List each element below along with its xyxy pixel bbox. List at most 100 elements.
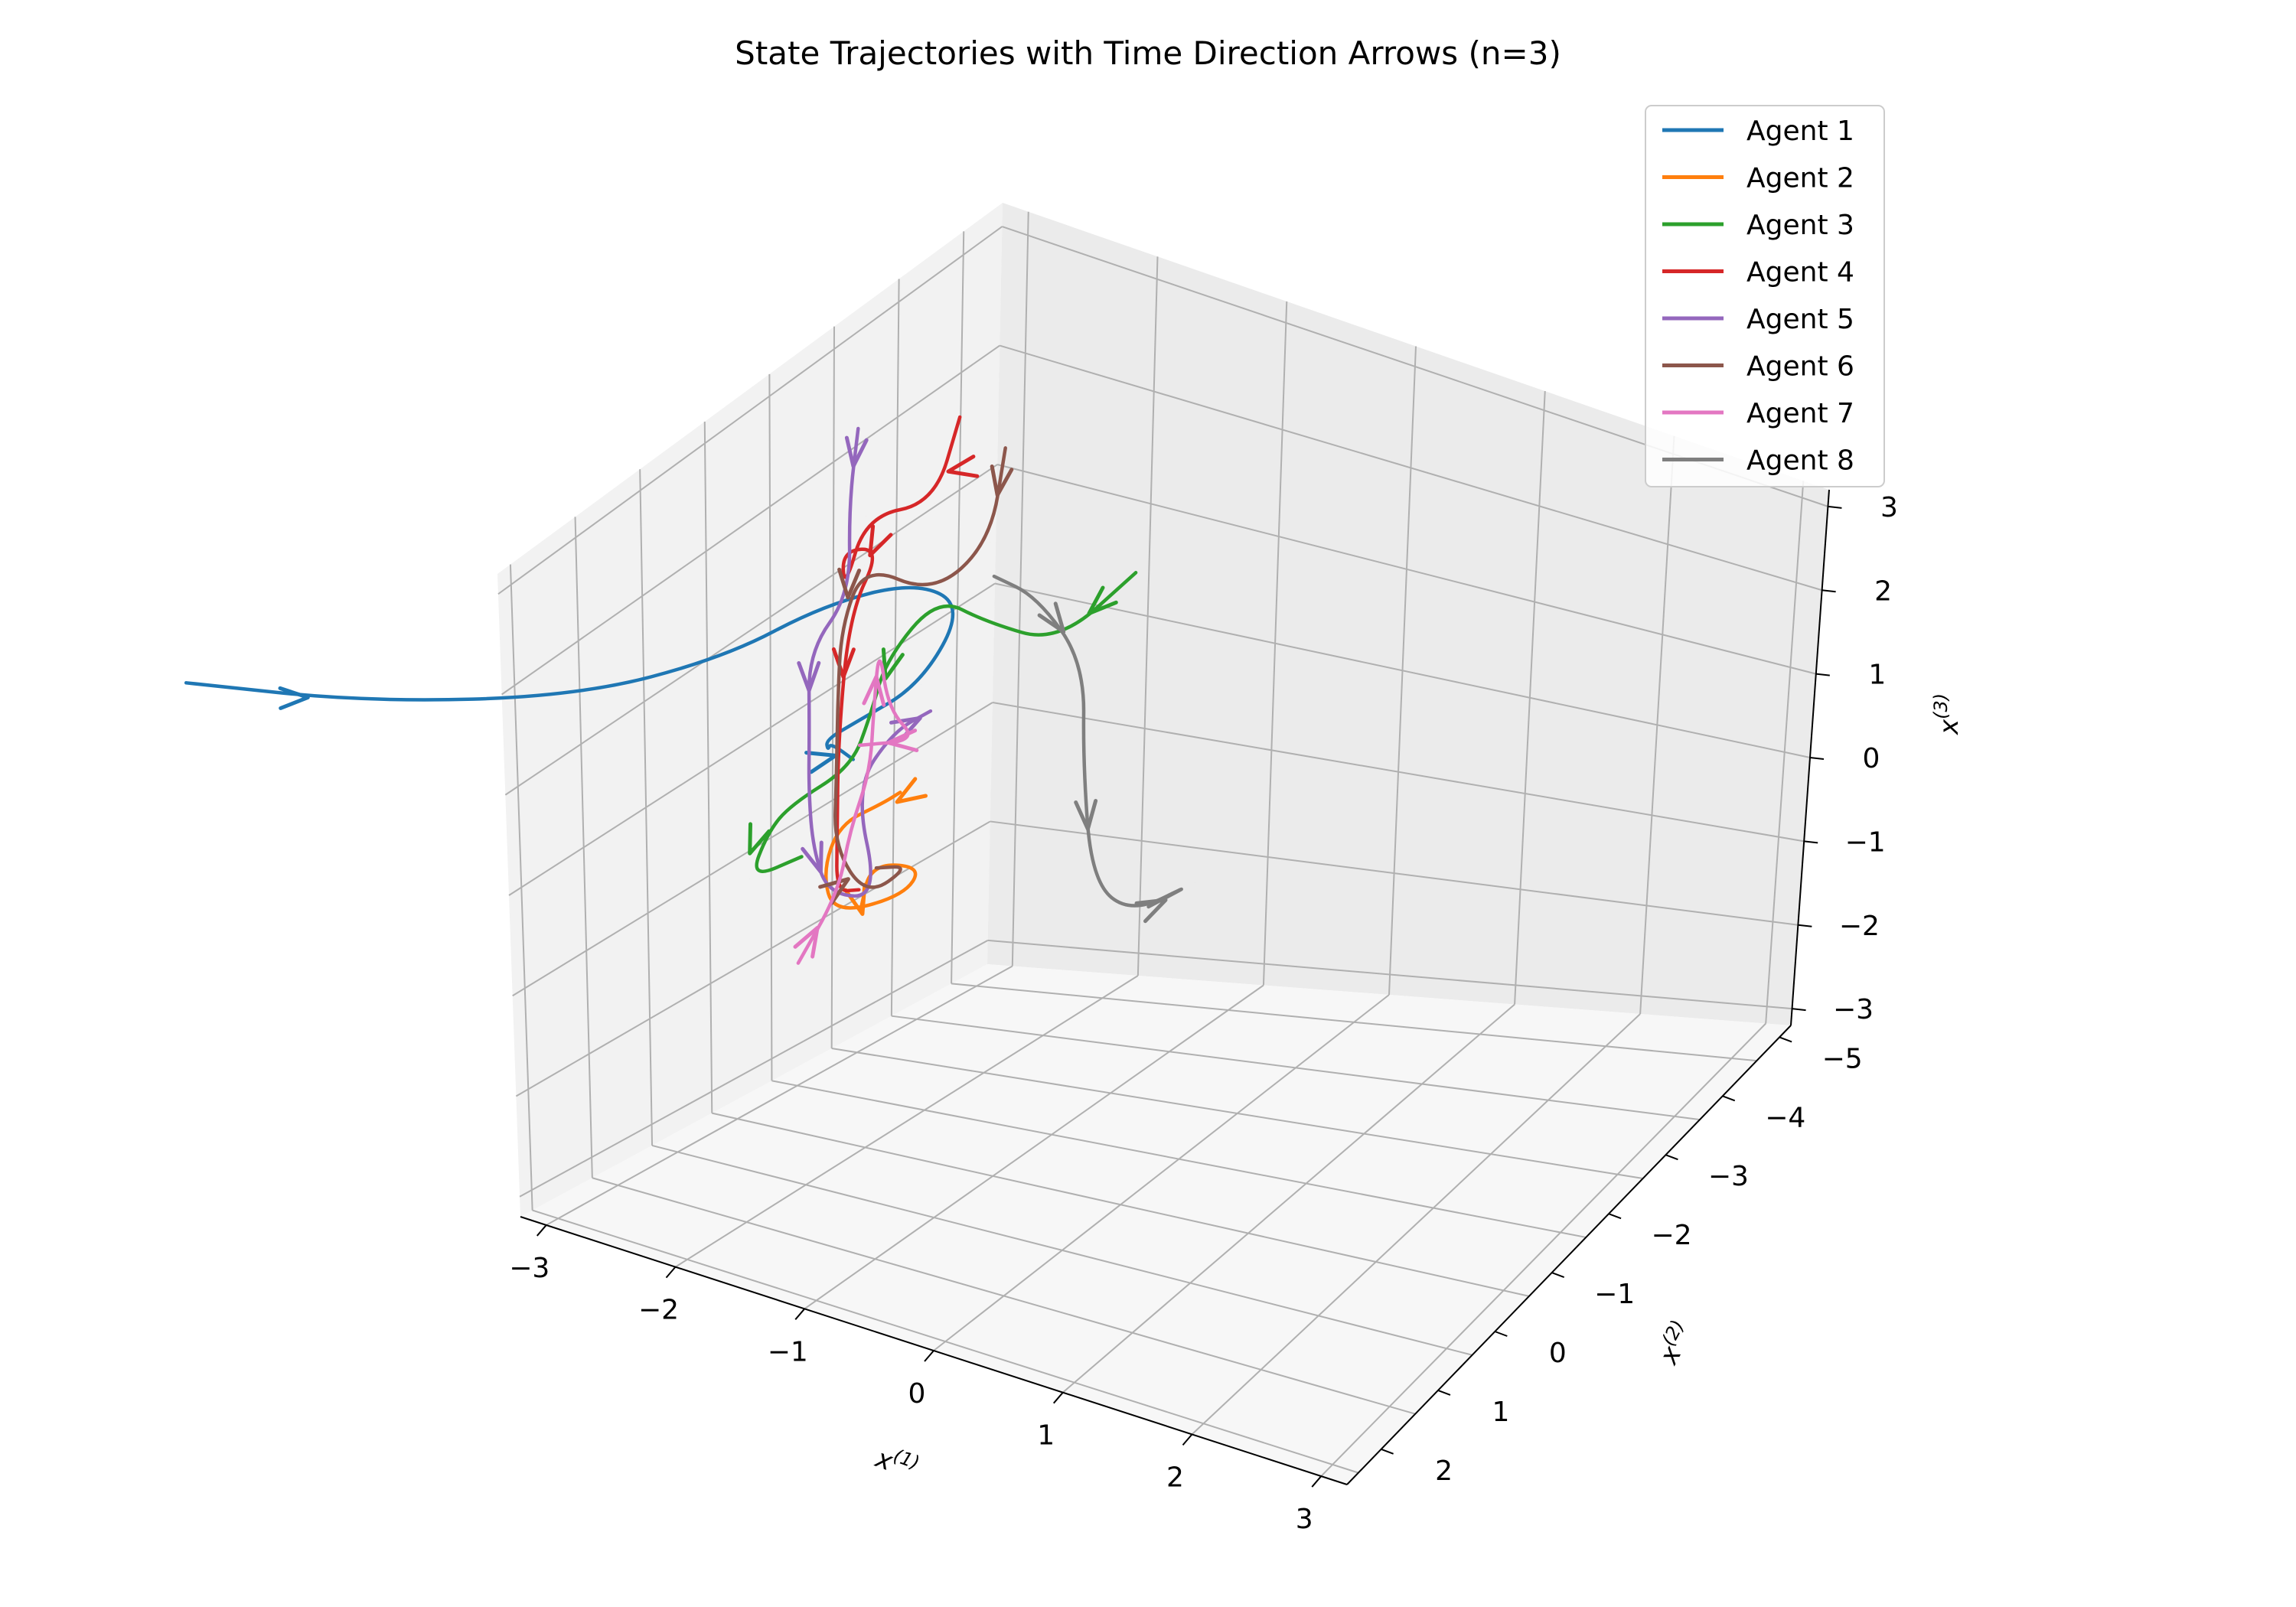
x-tick-label: 1 bbox=[1037, 1420, 1055, 1452]
gridline-z-left-wall bbox=[501, 344, 1000, 696]
y-tick-mark bbox=[1608, 1213, 1622, 1220]
x-tick-mark bbox=[924, 1350, 934, 1362]
z-tick-mark bbox=[1804, 840, 1818, 844]
gridline-x-floor bbox=[933, 994, 1390, 1351]
z-tick-label: 1 bbox=[1868, 660, 1886, 691]
z-tick-mark bbox=[1809, 757, 1825, 760]
z-tick-mark bbox=[1821, 589, 1836, 593]
gridline-z-back-wall bbox=[992, 701, 1805, 843]
y-tick-mark bbox=[1665, 1154, 1678, 1161]
direction-arrow-agent-4 bbox=[831, 647, 856, 679]
series-line-agent-1 bbox=[184, 585, 955, 761]
x-tick-label: 2 bbox=[1166, 1462, 1184, 1493]
direction-arrow-agent-2 bbox=[895, 777, 928, 804]
x-tick-mark bbox=[794, 1308, 806, 1320]
gridline-x-floor bbox=[1062, 1003, 1515, 1393]
z-tick-label: −3 bbox=[1833, 994, 1874, 1025]
y-tick-label: −5 bbox=[1822, 1043, 1863, 1074]
z-axis-label-sup: (3) bbox=[1930, 693, 1952, 719]
z-tick-mark bbox=[1792, 1008, 1806, 1012]
z-tick-label: 3 bbox=[1880, 492, 1898, 523]
series-line-agent-7 bbox=[796, 659, 910, 965]
x-tick-mark bbox=[1052, 1392, 1064, 1404]
x-tick-label: −1 bbox=[768, 1336, 808, 1367]
gridline-z-left-wall bbox=[497, 226, 1003, 595]
direction-arrow-agent-4 bbox=[868, 524, 893, 558]
y-axis-line bbox=[1346, 1025, 1792, 1485]
gridline-x-floor bbox=[804, 984, 1264, 1310]
y-tick-mark bbox=[1381, 1448, 1394, 1455]
gridline-y-floor bbox=[532, 1209, 1359, 1474]
direction-arrow-agent-8 bbox=[1134, 898, 1168, 924]
z-tick-label: −2 bbox=[1839, 911, 1880, 942]
direction-arrow-agent-6 bbox=[990, 464, 1014, 497]
direction-arrow-agent-7 bbox=[862, 674, 886, 707]
z-tick-label: 0 bbox=[1863, 743, 1880, 774]
z-tick-label: 2 bbox=[1874, 575, 1892, 607]
pane-floor bbox=[520, 964, 1791, 1485]
direction-arrow-agent-5 bbox=[801, 840, 823, 874]
x-tick-mark bbox=[665, 1266, 677, 1279]
direction-arrow-agent-5 bbox=[844, 435, 869, 468]
legend-label-agent-1: Agent 1 bbox=[1746, 116, 1854, 147]
gridline-y-floor bbox=[592, 1177, 1416, 1415]
series-4 bbox=[831, 415, 980, 893]
legend-label-agent-4: Agent 4 bbox=[1746, 257, 1854, 288]
gridline-z-left-wall bbox=[508, 582, 996, 896]
gridline-y-floor bbox=[651, 1144, 1473, 1356]
y-tick-mark bbox=[1551, 1272, 1565, 1279]
gridline-z-back-wall bbox=[996, 464, 1817, 675]
gridline-z-back-wall bbox=[994, 582, 1811, 758]
y-tick-label: 1 bbox=[1492, 1397, 1510, 1428]
y-tick-label: −1 bbox=[1594, 1279, 1635, 1310]
direction-arrow-agent-3 bbox=[1087, 585, 1118, 616]
gridline-y-floor bbox=[891, 1015, 1701, 1121]
legend: Agent 1 Agent 2 Agent 3 Agent 4 Agent 5 Agent… bbox=[1645, 105, 1885, 487]
x-tick-label: −3 bbox=[509, 1253, 550, 1284]
y-tick-mark bbox=[1494, 1331, 1508, 1337]
z-tick-mark bbox=[1798, 924, 1812, 927]
x-tick-label: −2 bbox=[638, 1295, 679, 1326]
z-tick-mark bbox=[1828, 505, 1842, 509]
gridline-z-back-wall bbox=[999, 344, 1822, 592]
gridline-y-floor bbox=[771, 1080, 1587, 1238]
gridline-y-floor bbox=[831, 1048, 1643, 1179]
y-tick-label: −4 bbox=[1765, 1102, 1805, 1133]
y-tick-mark bbox=[1722, 1095, 1736, 1102]
x-tick-mark bbox=[1311, 1475, 1322, 1488]
direction-arrow-agent-7 bbox=[886, 729, 919, 752]
y-tick-label: 2 bbox=[1435, 1455, 1453, 1487]
x-tick-label: 0 bbox=[908, 1378, 926, 1410]
legend-label-agent-6: Agent 6 bbox=[1746, 351, 1854, 383]
legend-label-agent-3: Agent 3 bbox=[1746, 210, 1854, 241]
chart-title: State Trajectories with Time Direction A… bbox=[735, 34, 1561, 72]
z-axis-label-main: x bbox=[1934, 719, 1965, 735]
pane-x-wall bbox=[497, 203, 1003, 1217]
trajectory-series bbox=[184, 415, 1195, 965]
gridline-x-floor bbox=[1191, 1013, 1641, 1436]
legend-label-agent-7: Agent 7 bbox=[1746, 398, 1854, 429]
series-line-agent-6 bbox=[833, 446, 1007, 889]
direction-arrow-agent-6 bbox=[837, 567, 862, 600]
series-line-agent-2 bbox=[824, 790, 918, 911]
direction-arrow-agent-8 bbox=[1074, 799, 1098, 831]
direction-arrow-agent-5 bbox=[797, 660, 821, 693]
gridline-y-floor bbox=[951, 983, 1757, 1062]
direction-arrow-agent-7 bbox=[793, 925, 820, 959]
legend-label-agent-5: Agent 5 bbox=[1746, 304, 1854, 335]
y-tick-mark bbox=[1437, 1389, 1451, 1396]
y-tick-mark bbox=[1779, 1036, 1792, 1043]
x-tick-mark bbox=[536, 1224, 547, 1237]
series-6 bbox=[818, 446, 1014, 905]
legend-label-agent-8: Agent 8 bbox=[1746, 445, 1854, 477]
legend-frame bbox=[1645, 105, 1885, 487]
gridline-x-floor bbox=[1320, 1022, 1766, 1477]
x-tick-label: 3 bbox=[1296, 1504, 1313, 1535]
x-tick-mark bbox=[1182, 1433, 1193, 1446]
gridline-x-floor bbox=[546, 965, 1013, 1226]
gridline-z-left-wall bbox=[504, 464, 998, 796]
z-axis-label: x(3) bbox=[1930, 693, 1965, 735]
direction-arrow-agent-1 bbox=[278, 686, 310, 710]
gridline-z-back-wall bbox=[987, 939, 1792, 1010]
